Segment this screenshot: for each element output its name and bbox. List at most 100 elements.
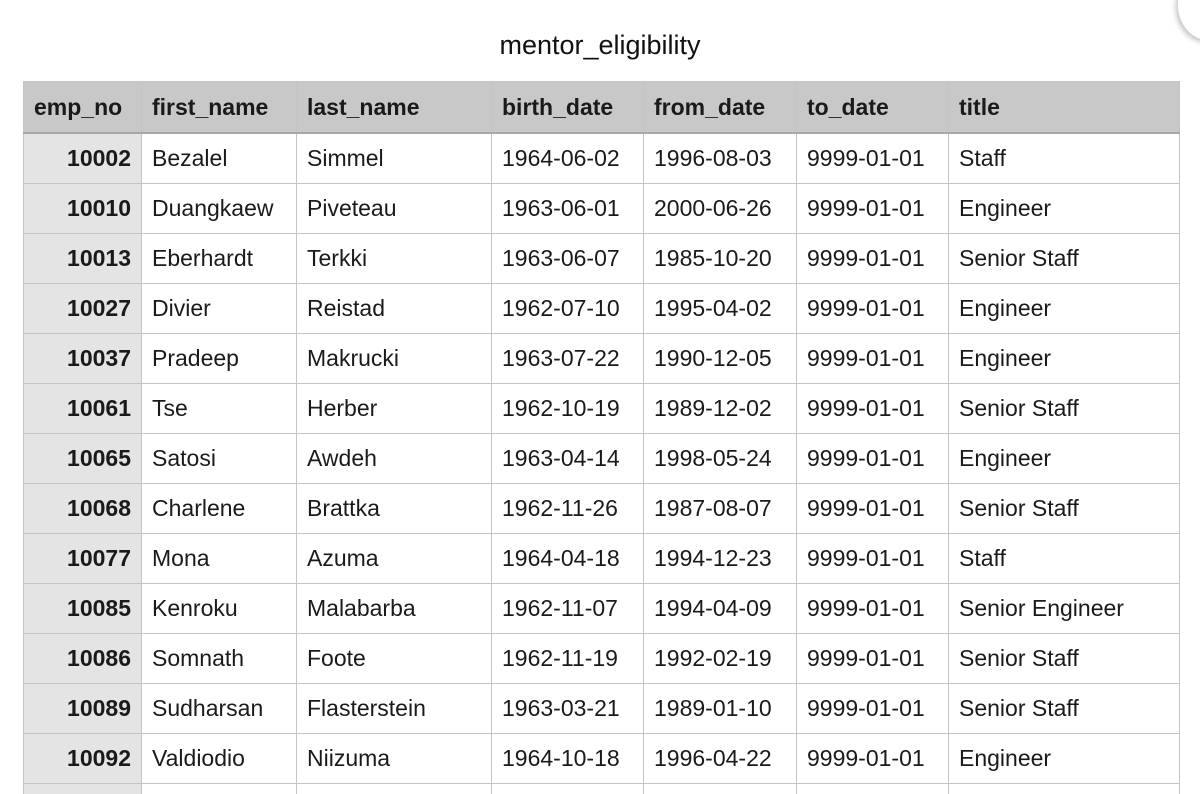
cell-emp-no[interactable]: 10037 [23,333,142,384]
cell-from-date[interactable]: 1998-05-24 [643,433,797,484]
cell-from-date[interactable] [643,783,797,794]
column-header-title[interactable]: title [948,81,1180,134]
cell-birth-date[interactable]: 1962-07-10 [491,283,644,334]
cell-last-name[interactable]: Herber [296,383,492,434]
cell-last-name[interactable]: Flasterstein [296,683,492,734]
cell-birth-date[interactable]: 1963-07-22 [491,333,644,384]
column-header-first-name[interactable]: first_name [141,81,297,134]
cell-title[interactable]: Engineer [948,333,1180,384]
cell-first-name[interactable]: Duangkaew [141,183,297,234]
cell-emp-no[interactable]: 10092 [23,733,142,784]
cell-birth-date[interactable]: 1962-11-19 [491,633,644,684]
cell-first-name[interactable]: Somnath [141,633,297,684]
cell-birth-date[interactable]: 1963-04-14 [491,433,644,484]
column-header-emp-no[interactable]: emp_no [23,81,142,134]
cell-birth-date[interactable]: 1963-06-07 [491,233,644,284]
cell-to-date[interactable]: 9999-01-01 [796,483,949,534]
cell-to-date[interactable]: 9999-01-01 [796,333,949,384]
cell-last-name[interactable]: Makrucki [296,333,492,384]
cell-from-date[interactable]: 1996-04-22 [643,733,797,784]
cell-emp-no[interactable]: 10002 [23,132,142,184]
cell-first-name[interactable]: Kenroku [141,583,297,634]
cell-first-name[interactable]: Bezalel [141,132,297,184]
column-header-to-date[interactable]: to_date [796,81,949,134]
cell-last-name[interactable]: Malabarba [296,583,492,634]
cell-emp-no[interactable]: 10013 [23,233,142,284]
cell-last-name[interactable]: Azuma [296,533,492,584]
cell-birth-date[interactable]: 1964-06-02 [491,132,644,184]
cell-first-name[interactable]: Divier [141,283,297,334]
cell-last-name[interactable]: Awdeh [296,433,492,484]
cell-birth-date[interactable]: 1963-06-01 [491,183,644,234]
cell-last-name[interactable]: Brattka [296,483,492,534]
cell-from-date[interactable]: 1985-10-20 [643,233,797,284]
cell-from-date[interactable]: 1994-04-09 [643,583,797,634]
cell-emp-no[interactable]: 10086 [23,633,142,684]
cell-title[interactable]: Senior Staff [948,383,1180,434]
cell-from-date[interactable]: 1989-12-02 [643,383,797,434]
cell-to-date[interactable]: 9999-01-01 [796,283,949,334]
cell-first-name[interactable]: Pradeep [141,333,297,384]
cell-last-name[interactable]: Terkki [296,233,492,284]
cell-title[interactable]: Senior Staff [948,483,1180,534]
cell-last-name[interactable] [296,783,492,794]
cell-last-name[interactable]: Piveteau [296,183,492,234]
cell-first-name[interactable]: Satosi [141,433,297,484]
cell-emp-no[interactable]: 10010 [23,183,142,234]
cell-to-date[interactable]: 9999-01-01 [796,633,949,684]
cell-emp-no[interactable]: 10085 [23,583,142,634]
cell-to-date[interactable]: 9999-01-01 [796,683,949,734]
cell-to-date[interactable]: 9999-01-01 [796,132,949,184]
cell-title[interactable]: Engineer [948,283,1180,334]
cell-to-date[interactable]: 9999-01-01 [796,383,949,434]
cell-from-date[interactable]: 1996-08-03 [643,132,797,184]
cell-last-name[interactable]: Reistad [296,283,492,334]
cell-birth-date[interactable]: 1964-10-18 [491,733,644,784]
cell-title[interactable]: Senior Staff [948,633,1180,684]
cell-title[interactable]: Senior Engineer [948,583,1180,634]
cell-first-name[interactable]: Mona [141,533,297,584]
cell-to-date[interactable]: 9999-01-01 [796,183,949,234]
cell-title[interactable]: Senior Staff [948,683,1180,734]
cell-emp-no[interactable]: 10068 [23,483,142,534]
cell-to-date[interactable]: 9999-01-01 [796,533,949,584]
cell-birth-date[interactable]: 1962-10-19 [491,383,644,434]
cell-from-date[interactable]: 1989-01-10 [643,683,797,734]
cell-from-date[interactable]: 1987-08-07 [643,483,797,534]
cell-emp-no[interactable]: 10065 [23,433,142,484]
cell-birth-date[interactable]: 1963-03-21 [491,683,644,734]
cell-emp-no[interactable]: 10027 [23,283,142,334]
cell-title[interactable]: Engineer [948,733,1180,784]
cell-last-name[interactable]: Simmel [296,132,492,184]
cell-first-name[interactable] [141,783,297,794]
cell-birth-date[interactable]: 1964-04-18 [491,533,644,584]
cell-birth-date[interactable] [491,783,644,794]
cell-first-name[interactable]: Charlene [141,483,297,534]
cell-from-date[interactable]: 1994-12-23 [643,533,797,584]
cell-first-name[interactable]: Tse [141,383,297,434]
cell-first-name[interactable]: Eberhardt [141,233,297,284]
cell-emp-no[interactable]: 10061 [23,383,142,434]
column-header-birth-date[interactable]: birth_date [491,81,644,134]
cell-to-date[interactable]: 9999-01-01 [796,733,949,784]
cell-to-date[interactable]: 9999-01-01 [796,233,949,284]
cell-emp-no[interactable] [23,783,142,794]
cell-birth-date[interactable]: 1962-11-26 [491,483,644,534]
column-header-last-name[interactable]: last_name [296,81,492,134]
cell-birth-date[interactable]: 1962-11-07 [491,583,644,634]
cell-emp-no[interactable]: 10077 [23,533,142,584]
cell-from-date[interactable]: 1992-02-19 [643,633,797,684]
cell-to-date[interactable]: 9999-01-01 [796,583,949,634]
cell-last-name[interactable]: Foote [296,633,492,684]
cell-emp-no[interactable]: 10089 [23,683,142,734]
cell-first-name[interactable]: Valdiodio [141,733,297,784]
cell-to-date[interactable]: 9999-01-01 [796,433,949,484]
cell-to-date[interactable] [796,783,949,794]
cell-from-date[interactable]: 1990-12-05 [643,333,797,384]
cell-title[interactable]: Staff [948,132,1180,184]
cell-from-date[interactable]: 2000-06-26 [643,183,797,234]
cell-title[interactable]: Staff [948,533,1180,584]
cell-first-name[interactable]: Sudharsan [141,683,297,734]
cell-title[interactable] [948,783,1180,794]
cell-title[interactable]: Engineer [948,183,1180,234]
